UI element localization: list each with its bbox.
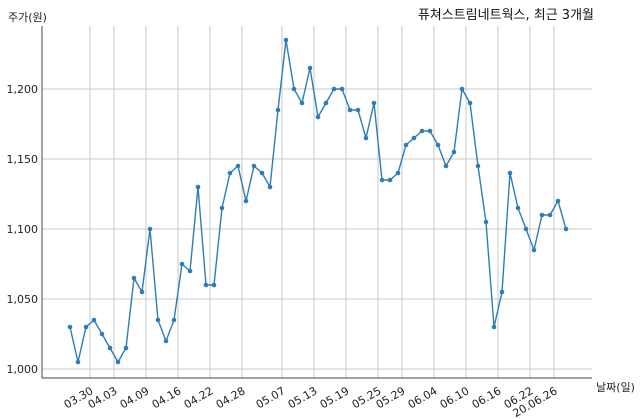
data-point [387, 177, 393, 183]
data-point [459, 86, 465, 92]
data-point [547, 212, 553, 218]
y-tick-label: 1,000 [7, 363, 39, 376]
data-point [371, 100, 377, 106]
grid-layer [42, 26, 592, 378]
data-point [499, 289, 505, 295]
y-tick-label: 1,200 [7, 83, 39, 96]
x-tick-label: 04.09 [118, 384, 152, 411]
data-point [131, 275, 137, 281]
data-point [451, 149, 457, 155]
series-layer [67, 37, 569, 365]
x-axis-label: 날짜(일) [596, 380, 635, 394]
data-point [251, 163, 257, 169]
x-tick-label: 06.04 [406, 384, 440, 411]
data-point [379, 177, 385, 183]
data-point [67, 324, 73, 330]
data-point [139, 289, 145, 295]
data-point [203, 282, 209, 288]
data-point [411, 135, 417, 141]
y-tick-label: 1,050 [7, 293, 39, 306]
data-point [243, 198, 249, 204]
data-point [195, 184, 201, 190]
data-point [267, 184, 273, 190]
price-series-line [69, 39, 567, 363]
y-tick-label: 1,100 [7, 223, 39, 236]
data-point [443, 163, 449, 169]
data-point [531, 247, 537, 253]
data-point [395, 170, 401, 176]
data-point [467, 100, 473, 106]
data-point [555, 198, 561, 204]
data-point [91, 317, 97, 323]
data-point [283, 37, 289, 43]
x-tick-label: 05.13 [286, 384, 320, 411]
x-tick-label: 06.16 [470, 384, 504, 411]
data-point [323, 100, 329, 106]
data-point [427, 128, 433, 134]
y-axis-label: 주가(원) [8, 11, 47, 24]
data-point [563, 226, 569, 232]
data-point [75, 359, 81, 365]
data-point [435, 142, 441, 148]
data-point [299, 100, 305, 106]
data-point [155, 317, 161, 323]
data-point [419, 128, 425, 134]
x-tick-label: 04.16 [150, 384, 184, 411]
x-tick-label: 05.07 [254, 384, 288, 411]
data-point [115, 359, 121, 365]
data-point [83, 324, 89, 330]
chart-title: 퓨쳐스트림네트웍스, 최근 3개월 [418, 8, 594, 23]
data-point [475, 163, 481, 169]
data-point [347, 107, 353, 113]
data-point [219, 205, 225, 211]
data-point [291, 86, 297, 92]
data-point [307, 65, 313, 71]
data-point [99, 331, 105, 337]
data-point [259, 170, 265, 176]
data-point [355, 107, 361, 113]
data-point [515, 205, 521, 211]
y-tick-label: 1,150 [7, 153, 39, 166]
data-point [235, 163, 241, 169]
data-point [107, 345, 113, 351]
data-point [147, 226, 153, 232]
data-point [179, 261, 185, 267]
data-point [187, 268, 193, 274]
data-point [227, 170, 233, 176]
data-point [507, 170, 513, 176]
data-point [491, 324, 497, 330]
data-point [315, 114, 321, 120]
x-tick-label: 05.19 [318, 384, 352, 411]
data-point [483, 219, 489, 225]
data-point [339, 86, 345, 92]
x-tick-label: 06.10 [438, 384, 472, 411]
data-point [331, 86, 337, 92]
data-point [403, 142, 409, 148]
axis-layer [41, 26, 592, 379]
data-point [163, 338, 169, 344]
data-point [211, 282, 217, 288]
data-point [523, 226, 529, 232]
data-point [539, 212, 545, 218]
data-point [275, 107, 281, 113]
data-point [123, 345, 129, 351]
data-point [363, 135, 369, 141]
data-point [171, 317, 177, 323]
x-tick-label: 04.28 [214, 384, 248, 411]
x-tick-label: 04.22 [182, 384, 216, 411]
